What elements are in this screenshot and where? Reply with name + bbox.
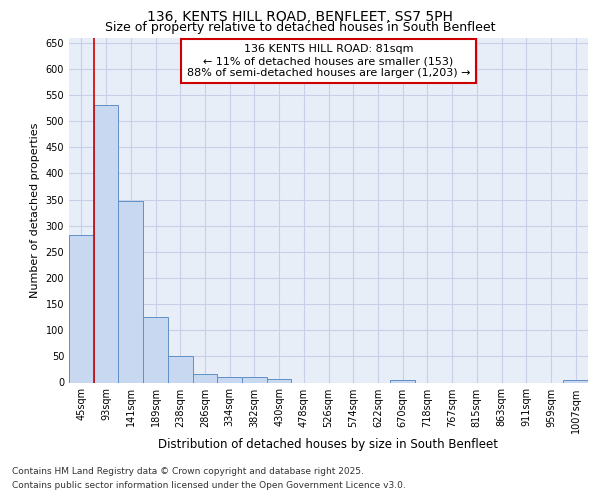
Bar (94, 106, 118, 382)
Text: 136 KENTS HILL ROAD: 81sqm
← 11% of detached houses are smaller (153)
88% of sem: 136 KENTS HILL ROAD: 81sqm ← 11% of deta… (187, 44, 470, 78)
Bar (193, 374, 217, 382)
Text: Contains public sector information licensed under the Open Government Licence v3: Contains public sector information licen… (12, 481, 406, 490)
Text: Size of property relative to detached houses in South Benfleet: Size of property relative to detached ho… (105, 21, 495, 34)
Bar (242, 378, 267, 382)
Text: Contains HM Land Registry data © Crown copyright and database right 2025.: Contains HM Land Registry data © Crown c… (12, 467, 364, 476)
X-axis label: Distribution of detached houses by size in South Benfleet: Distribution of detached houses by size … (158, 438, 499, 452)
Bar (217, 377, 242, 382)
Bar (168, 356, 193, 382)
Bar (563, 380, 588, 382)
Bar (69, 234, 94, 382)
Bar (390, 380, 415, 382)
Bar (118, 200, 143, 382)
Bar (267, 380, 292, 382)
Bar (143, 317, 168, 382)
Y-axis label: Number of detached properties: Number of detached properties (30, 122, 40, 298)
Text: 136, KENTS HILL ROAD, BENFLEET, SS7 5PH: 136, KENTS HILL ROAD, BENFLEET, SS7 5PH (147, 10, 453, 24)
